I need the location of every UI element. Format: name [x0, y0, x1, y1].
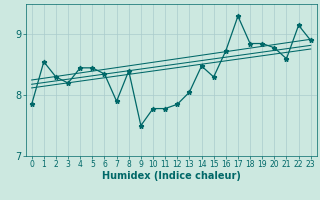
X-axis label: Humidex (Indice chaleur): Humidex (Indice chaleur)	[102, 171, 241, 181]
